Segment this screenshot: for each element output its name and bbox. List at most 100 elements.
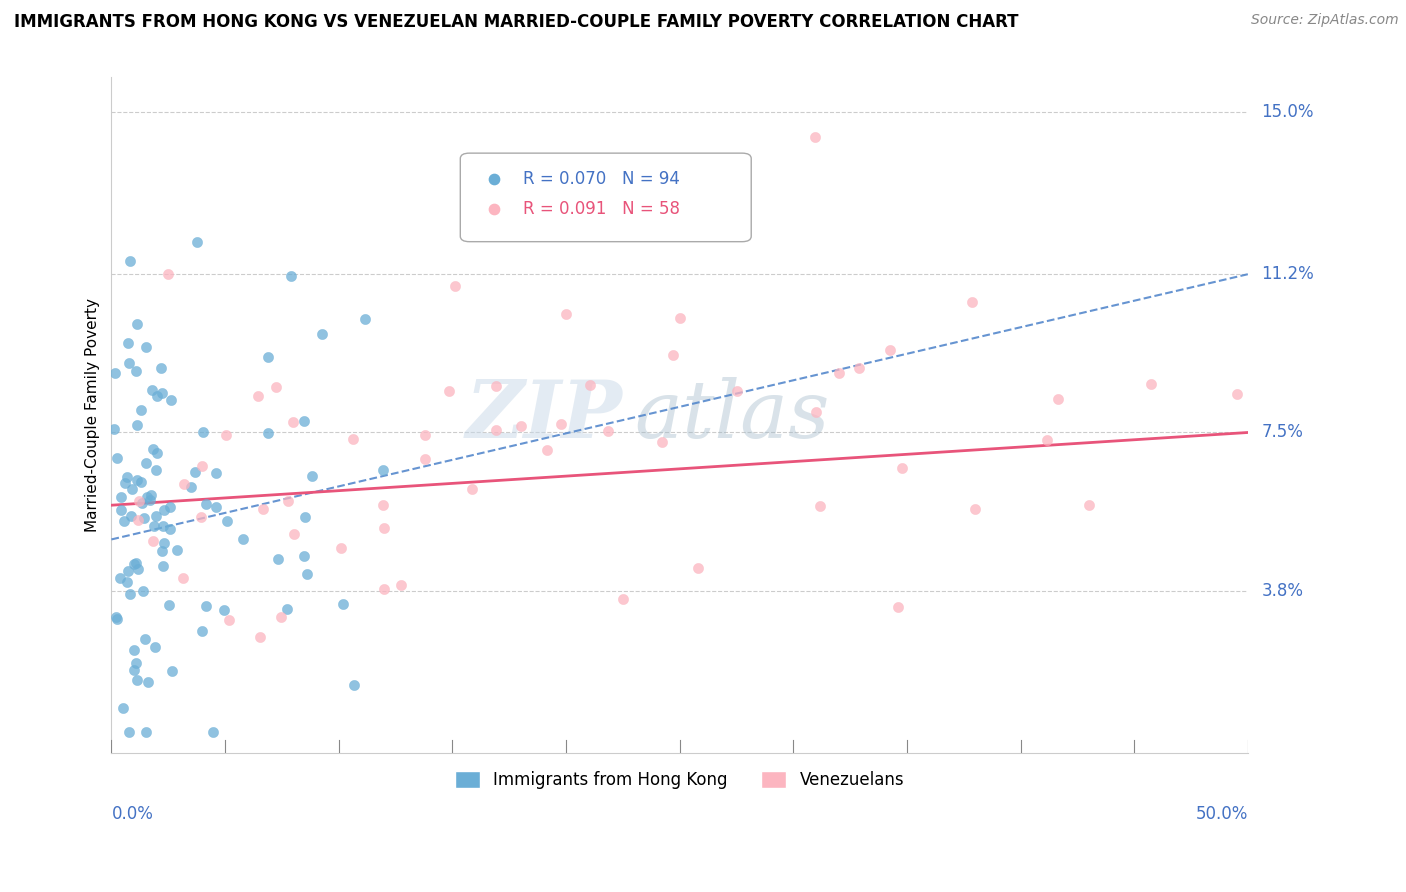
- Point: [371, 463, 394, 477]
- Point: [1047, 392, 1070, 406]
- Point: [173, 477, 195, 491]
- Point: [135, 725, 157, 739]
- Point: [214, 603, 236, 617]
- Point: [668, 310, 690, 325]
- Point: [125, 317, 148, 331]
- Point: [125, 556, 148, 570]
- Point: [232, 533, 254, 547]
- Point: [204, 466, 226, 480]
- Point: [848, 361, 870, 376]
- Point: [153, 503, 176, 517]
- Point: [127, 473, 149, 487]
- Point: [105, 612, 128, 626]
- Point: [247, 389, 270, 403]
- Point: [127, 562, 149, 576]
- Point: [555, 308, 578, 322]
- Point: [153, 536, 176, 550]
- Point: [191, 624, 214, 638]
- Point: [121, 482, 143, 496]
- Point: [343, 678, 366, 692]
- Point: [115, 469, 138, 483]
- Point: [132, 584, 155, 599]
- Point: [461, 482, 484, 496]
- Point: [257, 350, 280, 364]
- Point: [125, 673, 148, 688]
- Point: [145, 389, 167, 403]
- Point: [110, 490, 132, 504]
- Text: Source: ZipAtlas.com: Source: ZipAtlas.com: [1251, 13, 1399, 28]
- Point: [134, 340, 156, 354]
- Point: [112, 701, 135, 715]
- Point: [280, 268, 302, 283]
- Point: [117, 335, 139, 350]
- Point: [104, 367, 127, 381]
- Point: [122, 557, 145, 571]
- FancyBboxPatch shape: [460, 153, 751, 242]
- Point: [112, 514, 135, 528]
- Point: [202, 725, 225, 739]
- Point: [215, 427, 238, 442]
- Point: [195, 599, 218, 613]
- Point: [135, 456, 157, 470]
- Point: [879, 343, 901, 357]
- Point: [373, 520, 395, 534]
- Point: [150, 385, 173, 400]
- Point: [190, 510, 212, 524]
- Point: [415, 427, 437, 442]
- Point: [110, 503, 132, 517]
- Point: [292, 549, 315, 564]
- Point: [159, 522, 181, 536]
- Point: [808, 500, 831, 514]
- Point: [166, 543, 188, 558]
- Point: [301, 469, 323, 483]
- Point: [353, 312, 375, 326]
- Point: [186, 235, 208, 249]
- Point: [141, 383, 163, 397]
- Point: [596, 424, 619, 438]
- Point: [120, 508, 142, 523]
- Point: [887, 600, 910, 615]
- Point: [965, 501, 987, 516]
- Point: [485, 379, 508, 393]
- Point: [292, 414, 315, 428]
- Text: 3.8%: 3.8%: [1261, 582, 1303, 599]
- Point: [444, 279, 467, 293]
- Point: [152, 558, 174, 573]
- Point: [142, 533, 165, 548]
- Point: [1140, 376, 1163, 391]
- Point: [283, 415, 305, 429]
- Point: [136, 490, 159, 504]
- Point: [218, 613, 240, 627]
- Point: [804, 405, 827, 419]
- Point: [485, 423, 508, 437]
- Point: [342, 433, 364, 447]
- Point: [332, 597, 354, 611]
- Point: [249, 630, 271, 644]
- Point: [145, 509, 167, 524]
- Point: [960, 294, 983, 309]
- Point: [159, 500, 181, 514]
- Point: [118, 356, 141, 370]
- Point: [143, 640, 166, 655]
- Point: [270, 610, 292, 624]
- Point: [120, 587, 142, 601]
- Point: [132, 511, 155, 525]
- Point: [124, 643, 146, 657]
- Point: [157, 267, 180, 281]
- Point: [509, 419, 531, 434]
- Point: [180, 480, 202, 494]
- Point: [686, 561, 709, 575]
- Point: [890, 461, 912, 475]
- Point: [159, 392, 181, 407]
- Point: [283, 526, 305, 541]
- Point: [195, 497, 218, 511]
- Point: [612, 592, 634, 607]
- Point: [117, 564, 139, 578]
- Point: [391, 577, 413, 591]
- Text: 50.0%: 50.0%: [1195, 805, 1249, 822]
- Point: [276, 602, 298, 616]
- Text: 15.0%: 15.0%: [1261, 103, 1315, 120]
- Point: [191, 459, 214, 474]
- Text: atlas: atlas: [634, 376, 830, 454]
- Point: [413, 451, 436, 466]
